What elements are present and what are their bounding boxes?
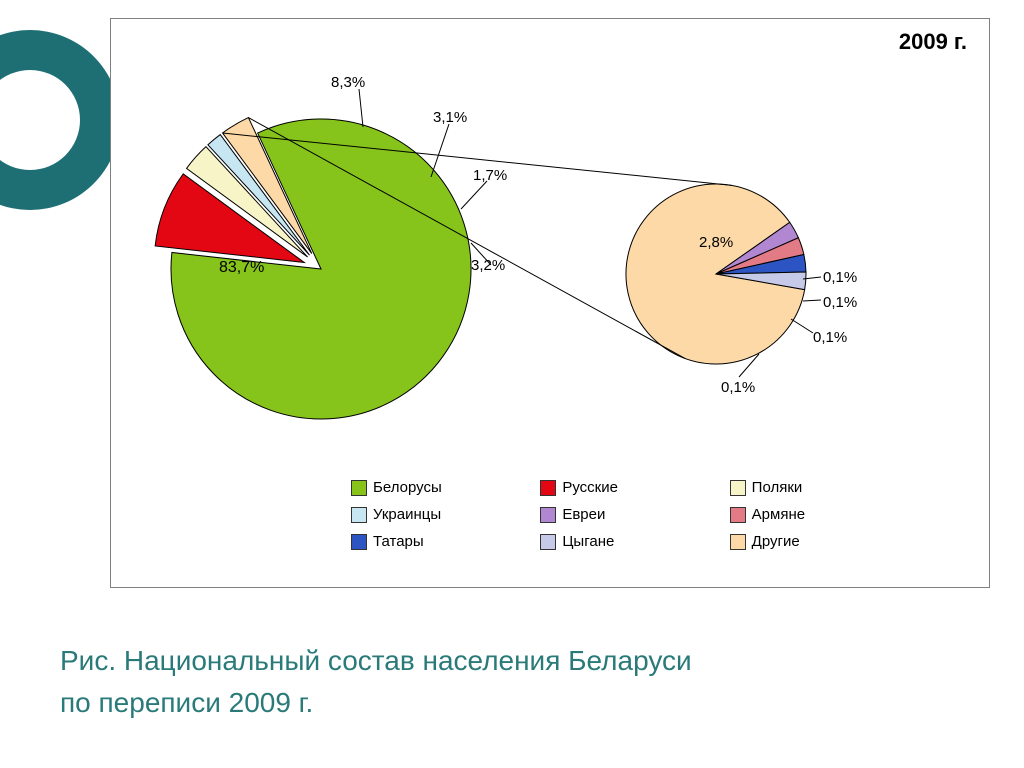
legend-label: Цыгане — [562, 533, 614, 550]
main-pie-label: 3,2% — [471, 257, 505, 274]
legend-label: Русские — [562, 479, 618, 496]
legend-label: Поляки — [752, 479, 803, 496]
sub-pie-label: 0,1% — [823, 294, 857, 311]
legend-label: Татары — [373, 533, 424, 550]
chart-frame: 2009 г. 83,7%8,3%3,1%1,7%3,2%2,8%0,1%0,1… — [110, 18, 990, 588]
legend-item: Другие — [730, 533, 891, 550]
legend-item: Русские — [540, 479, 701, 496]
main-pie-label: 3,1% — [433, 109, 467, 126]
sub-pie-label: 2,8% — [699, 234, 733, 251]
sub-pie-leader — [803, 300, 821, 301]
legend-swatch — [730, 534, 746, 550]
main-pie-label: 1,7% — [473, 167, 507, 184]
legend-label: Белорусы — [373, 479, 442, 496]
main-pie-leader — [461, 181, 487, 209]
main-pie-label: 8,3% — [331, 74, 365, 91]
legend-item: Татары — [351, 533, 512, 550]
legend-swatch — [351, 480, 367, 496]
legend-item: Евреи — [540, 506, 701, 523]
legend: Белорусы Русские Поляки Украинцы Евреи Армяне… — [351, 479, 891, 550]
sub-pie-label: 0,1% — [813, 329, 847, 346]
legend-item: Украинцы — [351, 506, 512, 523]
sub-pie-leader — [791, 319, 813, 333]
legend-label: Украинцы — [373, 506, 441, 523]
page: { "decor": { "outer_color": "#1d6f73", "… — [0, 0, 1024, 768]
legend-swatch — [730, 507, 746, 523]
legend-swatch — [540, 534, 556, 550]
legend-label: Армяне — [752, 506, 805, 523]
legend-swatch — [351, 534, 367, 550]
legend-swatch — [540, 507, 556, 523]
figure-caption: Рис. Национальный состав населения Белар… — [60, 640, 692, 724]
caption-line1: Рис. Национальный состав населения Белар… — [60, 645, 692, 676]
main-pie-leader — [431, 124, 449, 177]
legend-swatch — [351, 507, 367, 523]
sub-pie-label: 0,1% — [823, 269, 857, 286]
legend-item: Белорусы — [351, 479, 512, 496]
legend-label: Евреи — [562, 506, 605, 523]
sub-pie-label: 0,1% — [721, 379, 755, 396]
legend-item: Армяне — [730, 506, 891, 523]
legend-label: Другие — [752, 533, 800, 550]
caption-line2: по переписи 2009 г. — [60, 687, 313, 718]
main-pie-leader — [359, 89, 363, 127]
legend-item: Цыгане — [540, 533, 701, 550]
legend-item: Поляки — [730, 479, 891, 496]
legend-swatch — [730, 480, 746, 496]
main-pie-label: 83,7% — [219, 259, 264, 277]
legend-swatch — [540, 480, 556, 496]
